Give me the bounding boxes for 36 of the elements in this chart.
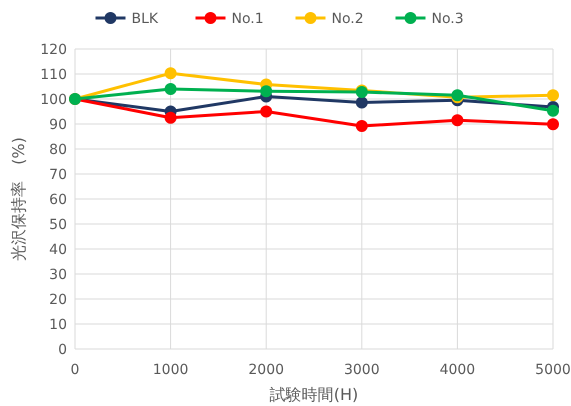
point: [260, 106, 272, 118]
x-tick-label: 4000: [440, 362, 476, 378]
y-tick-label: 40: [49, 242, 67, 258]
x-tick-label: 2000: [248, 362, 284, 378]
y-tick-label: 0: [58, 342, 67, 358]
x-axis-title: 試験時間(H): [270, 385, 358, 404]
point: [547, 89, 559, 102]
point: [164, 67, 177, 80]
point: [356, 120, 368, 132]
y-tick-label: 30: [49, 267, 67, 283]
point: [547, 104, 559, 117]
y-tick-label: 80: [49, 142, 67, 158]
y-tick-label: 100: [40, 92, 67, 108]
legend-label: No.2: [332, 11, 364, 27]
legend-label: BLK: [132, 11, 159, 27]
y-tick-label: 120: [40, 42, 67, 58]
point: [356, 96, 368, 108]
legend-label: No.3: [432, 11, 464, 27]
x-tick-label: 1000: [152, 362, 188, 378]
point: [547, 118, 559, 130]
legend-label: No.1: [232, 11, 264, 27]
y-tick-label: 110: [40, 67, 67, 83]
x-tick-label: 0: [70, 362, 80, 378]
x-tick-label: 5000: [535, 362, 571, 378]
y-tick-label: 50: [49, 217, 67, 233]
point: [451, 114, 464, 126]
point: [260, 85, 272, 98]
point: [164, 83, 177, 95]
y-tick-label: 20: [49, 292, 67, 308]
y-axis-title: 光沢保持率 (%): [9, 137, 28, 261]
y-tick-label: 60: [49, 192, 67, 208]
y-tick-label: 90: [49, 117, 67, 133]
y-tick-label: 70: [49, 167, 67, 183]
x-tick-label: 3000: [344, 362, 380, 378]
y-tick-label: 10: [49, 317, 67, 333]
point: [164, 112, 177, 124]
